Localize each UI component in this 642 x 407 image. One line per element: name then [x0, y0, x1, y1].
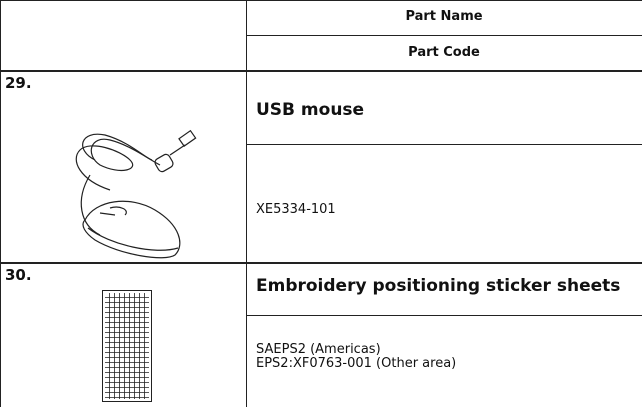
- part-code: XE5334-101: [256, 202, 336, 217]
- mouse-illustration: [75, 129, 197, 259]
- part-name: USB mouse: [256, 100, 365, 120]
- rule: [0, 70, 642, 72]
- rule: [246, 315, 642, 316]
- part-code: SAEPS2 (Americas): [256, 342, 381, 357]
- rule: [0, 262, 642, 264]
- rule: [246, 0, 247, 407]
- rule: [246, 35, 642, 36]
- part-code: EPS2:XF0763-001 (Other area): [256, 356, 457, 371]
- rule: [246, 144, 642, 145]
- rule: [0, 0, 642, 1]
- item-number: 30.: [5, 266, 32, 284]
- column-header: Part Code: [408, 45, 480, 60]
- column-header: Part Name: [405, 9, 483, 24]
- part-name: Embroidery positioning sticker sheets: [256, 276, 621, 296]
- item-number: 29.: [5, 74, 32, 92]
- sticker-sheet-illustration: [102, 290, 152, 402]
- rule: [0, 0, 1, 407]
